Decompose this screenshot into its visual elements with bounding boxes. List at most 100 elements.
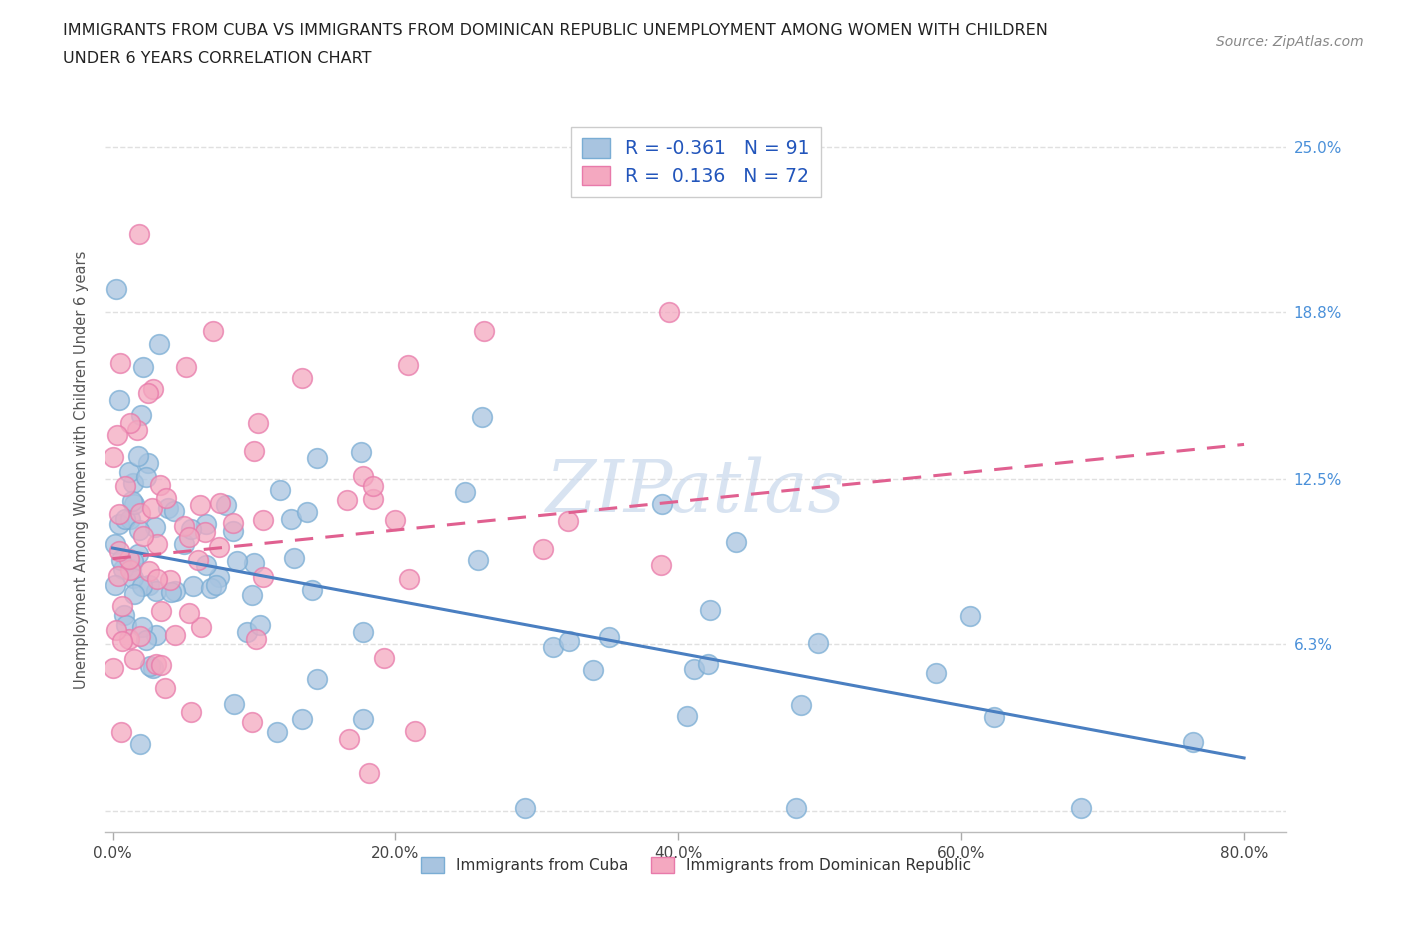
Point [131,578,153,593]
Point [142,381,165,396]
Point [208,569,231,584]
Legend: Immigrants from Cuba, Immigrants from Dominican Republic: Immigrants from Cuba, Immigrants from Do… [415,851,977,879]
Point [291,711,314,726]
Point [108,355,131,370]
Point [150,658,173,672]
Point [280,512,302,526]
Point [128,523,150,538]
Point [307,671,329,686]
Point [236,625,259,640]
Point [658,305,681,320]
Point [307,451,329,466]
Point [187,552,209,567]
Point [129,505,152,520]
Point [115,618,138,633]
Point [173,537,195,551]
Point [398,571,420,586]
Point [807,636,830,651]
Point [180,704,202,719]
Point [141,500,163,515]
Point [120,416,142,431]
Point [122,651,145,666]
Point [266,724,288,739]
Point [104,622,127,637]
Point [205,578,228,592]
Point [129,407,152,422]
Point [350,445,373,459]
Point [134,632,156,647]
Point [1182,735,1205,750]
Point [128,629,150,644]
Point [173,519,195,534]
Point [558,633,581,648]
Point [174,360,197,375]
Point [108,544,131,559]
Point [107,506,129,521]
Point [120,562,142,577]
Point [101,660,124,675]
Text: IMMIGRANTS FROM CUBA VS IMMIGRANTS FROM DOMINICAN REPUBLIC UNEMPLOYMENT AMONG WO: IMMIGRANTS FROM CUBA VS IMMIGRANTS FROM … [63,23,1047,38]
Point [697,658,720,672]
Y-axis label: Unemployment Among Women with Children Under 6 years: Unemployment Among Women with Children U… [75,250,90,689]
Point [114,479,136,494]
Point [384,513,406,528]
Point [240,587,263,602]
Point [352,625,374,640]
Point [194,558,217,573]
Point [242,444,264,458]
Point [135,470,157,485]
Point [598,630,620,644]
Point [122,497,145,512]
Point [177,530,200,545]
Point [131,619,153,634]
Point [269,483,291,498]
Point [136,386,159,401]
Point [145,628,167,643]
Point [108,517,131,532]
Point [145,572,167,587]
Point [785,801,807,816]
Point [699,603,721,618]
Point [177,605,200,620]
Point [215,498,238,512]
Point [112,608,135,623]
Point [121,493,143,508]
Point [159,584,181,599]
Point [138,578,160,592]
Point [337,732,360,747]
Point [180,521,202,536]
Point [242,555,264,570]
Text: Source: ZipAtlas.com: Source: ZipAtlas.com [1216,35,1364,49]
Text: UNDER 6 YEARS CORRELATION CHART: UNDER 6 YEARS CORRELATION CHART [63,51,371,66]
Point [513,801,536,816]
Point [208,539,231,554]
Point [110,599,132,614]
Point [105,427,128,442]
Point [222,515,245,530]
Point [352,711,374,726]
Point [531,541,554,556]
Point [361,479,384,494]
Point [146,537,169,551]
Point [163,584,186,599]
Point [200,580,222,595]
Point [1070,801,1092,816]
Point [111,633,134,648]
Point [208,496,231,511]
Point [163,504,186,519]
Point [111,562,134,577]
Point [148,337,170,352]
Point [245,632,267,647]
Point [453,485,475,499]
Point [246,416,269,431]
Point [138,564,160,578]
Point [249,618,271,632]
Point [142,660,165,675]
Point [240,715,263,730]
Point [724,535,747,550]
Point [252,512,274,527]
Point [139,658,162,673]
Point [283,551,305,565]
Point [150,604,173,618]
Point [132,528,155,543]
